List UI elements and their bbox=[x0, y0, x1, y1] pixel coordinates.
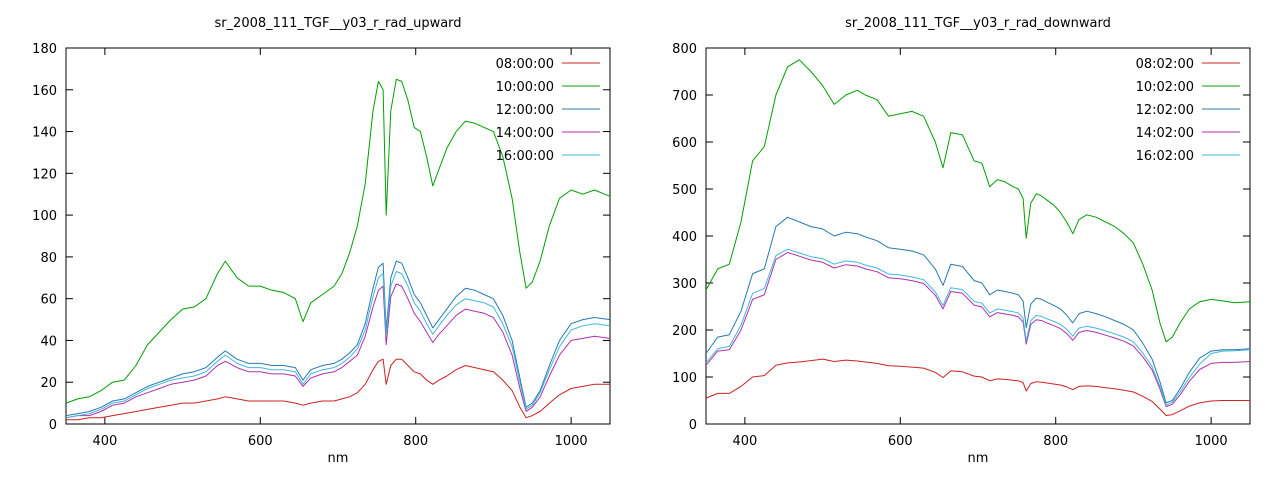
series-line-12:00:00 bbox=[65, 260, 611, 417]
y-tick-label: 20 bbox=[40, 376, 57, 391]
legend-label: 10:02:00 bbox=[1136, 80, 1194, 95]
series-line-14:00:00 bbox=[65, 283, 611, 419]
series-line-14:02:00 bbox=[705, 252, 1251, 408]
legend-label: 08:00:00 bbox=[496, 57, 554, 72]
y-tick-label: 300 bbox=[672, 277, 697, 292]
y-tick-label: 200 bbox=[672, 324, 697, 339]
y-tick-label: 40 bbox=[40, 334, 57, 349]
x-axis-label: nm bbox=[968, 451, 989, 466]
x-tick-label: 600 bbox=[248, 434, 273, 449]
x-axis-label: nm bbox=[328, 451, 349, 466]
upward-chart-svg: 400 600 800 1000 0 20 40 60 80 100 120 140 160 180 sr_… bbox=[32, 16, 611, 466]
series-line-10:00:00 bbox=[65, 78, 611, 404]
legend-label: 16:02:00 bbox=[1136, 149, 1194, 164]
series-line-16:00:00 bbox=[65, 271, 611, 419]
x-tick-label: 600 bbox=[888, 434, 913, 449]
y-tick-label: 500 bbox=[672, 183, 697, 198]
legend-label: 14:00:00 bbox=[496, 126, 554, 141]
legend-label: 12:02:00 bbox=[1136, 103, 1194, 118]
upward-chart-panel: 400 600 800 1000 0 20 40 60 80 100 120 140 160 180 sr_… bbox=[32, 16, 611, 466]
series-line-16:02:00 bbox=[705, 248, 1251, 406]
y-tick-label: 0 bbox=[689, 418, 697, 433]
y-tick-label: 100 bbox=[672, 371, 697, 386]
chart-title: sr_2008_111_TGF__y03_r_rad_downward bbox=[845, 16, 1111, 31]
y-tick-label: 700 bbox=[672, 89, 697, 104]
series-line-08:02:00 bbox=[705, 358, 1250, 416]
legend-label: 16:00:00 bbox=[496, 149, 554, 164]
x-tick-label: 800 bbox=[403, 434, 428, 449]
series-line-12:02:00 bbox=[705, 216, 1251, 404]
x-tick-label: 400 bbox=[92, 434, 117, 449]
legend-label: 14:02:00 bbox=[1136, 126, 1194, 141]
y-tick-label: 0 bbox=[49, 418, 57, 433]
y-tick-label: 400 bbox=[672, 230, 697, 245]
x-tick-label: 1000 bbox=[555, 434, 588, 449]
legend-label: 08:02:00 bbox=[1136, 57, 1194, 72]
y-tick-label: 800 bbox=[672, 42, 697, 57]
y-tick-label: 160 bbox=[32, 84, 57, 99]
chart-title: sr_2008_111_TGF__y03_r_rad_upward bbox=[214, 16, 461, 31]
y-tick-label: 80 bbox=[40, 251, 57, 266]
plot-border bbox=[65, 47, 611, 425]
downward-chart-panel: 400 600 800 1000 0 100 200 300 400 500 600 700 800 sr… bbox=[640, 0, 1280, 480]
series-line-10:02:00 bbox=[705, 59, 1251, 343]
y-tick-label: 180 bbox=[32, 42, 57, 57]
legend-label: 12:00:00 bbox=[496, 103, 554, 118]
y-tick-label: 60 bbox=[40, 293, 57, 308]
x-tick-label: 800 bbox=[1043, 434, 1068, 449]
y-tick-label: 120 bbox=[32, 167, 57, 182]
downward-chart-svg: 400 600 800 1000 0 100 200 300 400 500 600 700 800 sr… bbox=[672, 16, 1251, 466]
y-tick-label: 100 bbox=[32, 209, 57, 224]
legend-label: 10:00:00 bbox=[496, 80, 554, 95]
y-tick-label: 140 bbox=[32, 126, 57, 141]
x-tick-label: 1000 bbox=[1195, 434, 1228, 449]
series-line-08:00:00 bbox=[66, 358, 610, 421]
x-tick-label: 400 bbox=[732, 434, 757, 449]
y-tick-label: 600 bbox=[672, 136, 697, 151]
